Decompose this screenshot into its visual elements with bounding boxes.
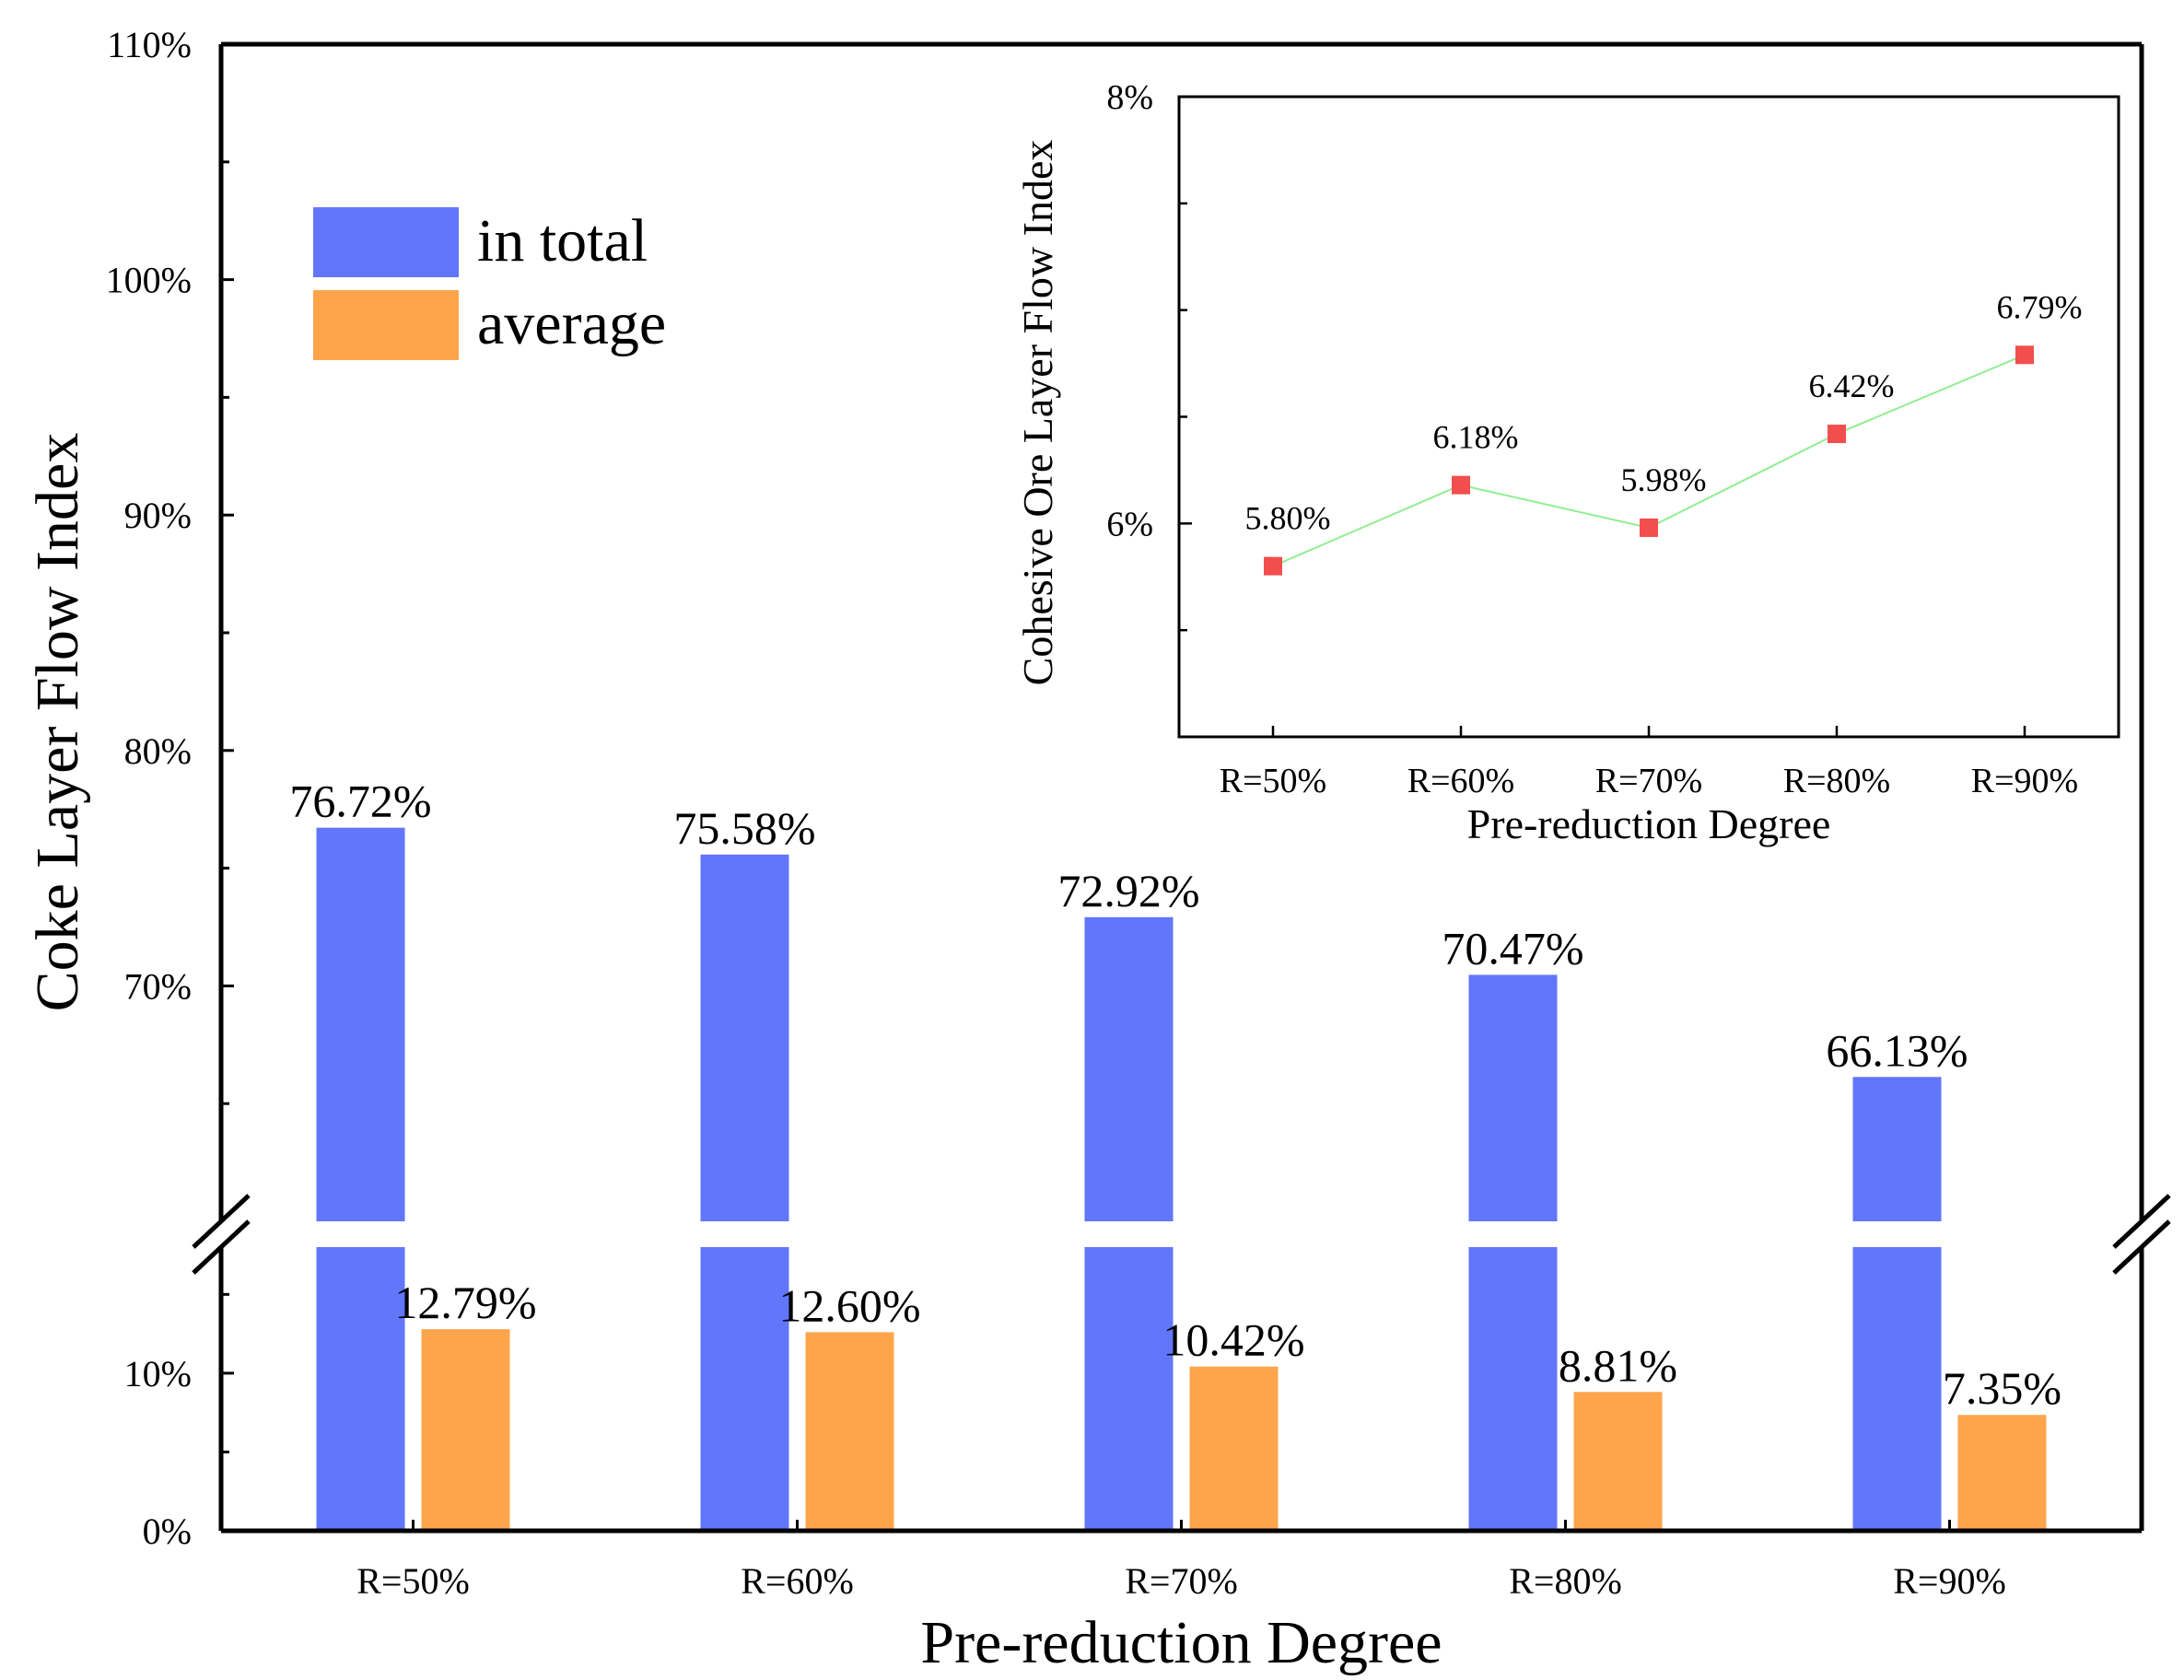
main-plot: 76.72% 12.79% R=50% 75.58% 12.60% R=60% 72.92%… bbox=[24, 24, 2171, 1676]
x-axis-title: Pre-reduction Degree bbox=[920, 1609, 1442, 1676]
x-tick-label: R=80% bbox=[1509, 1560, 1622, 1602]
total-bar-upper bbox=[700, 854, 789, 1221]
average-bar-label: 12.60% bbox=[778, 1279, 920, 1331]
y-tick-label: 80% bbox=[124, 730, 192, 772]
inset-x-tick-label: R=50% bbox=[1220, 762, 1326, 800]
y-tick-label: 110% bbox=[107, 24, 192, 65]
y-tick-label: 90% bbox=[124, 495, 192, 536]
inset-x-tick-label: R=70% bbox=[1595, 762, 1702, 800]
inset-data-point bbox=[1640, 518, 1658, 537]
inset-x-tick-label: R=60% bbox=[1407, 762, 1514, 800]
legend-label: in total bbox=[477, 207, 648, 274]
x-tick-label: R=60% bbox=[741, 1560, 854, 1602]
average-bar bbox=[421, 1329, 510, 1531]
total-bar-label: 75.58% bbox=[673, 802, 815, 854]
average-bar bbox=[1957, 1415, 2047, 1531]
average-bar bbox=[1573, 1392, 1663, 1531]
axis-break-mark bbox=[192, 1194, 251, 1249]
total-bar-label: 66.13% bbox=[1826, 1024, 1968, 1076]
inset-data-label: 6.79% bbox=[1997, 288, 2083, 325]
average-bar bbox=[805, 1332, 894, 1531]
total-bar-upper bbox=[1084, 916, 1174, 1221]
inset-y-axis-title: Cohesive Ore Layer Flow Index bbox=[1014, 140, 1061, 686]
average-bar-label: 12.79% bbox=[394, 1277, 536, 1328]
inset-plot: 6% 8% R=50% R=60% R=70% R=80% R=90% 5.80% 6.18% 5… bbox=[1014, 78, 2120, 847]
y-tick-label: 100% bbox=[106, 260, 192, 301]
y-tick-label: 0% bbox=[143, 1511, 192, 1552]
axis-break-mark bbox=[192, 1219, 251, 1275]
inset-data-point bbox=[1828, 425, 1846, 444]
inset-data-label: 5.98% bbox=[1621, 461, 1707, 498]
average-bar-label: 8.81% bbox=[1559, 1339, 1677, 1391]
total-bar-lower bbox=[1468, 1247, 1558, 1531]
y-tick-label: 70% bbox=[124, 965, 192, 1007]
total-bar-upper bbox=[1852, 1077, 1942, 1221]
total-bar-lower bbox=[1852, 1247, 1942, 1531]
total-bar-lower bbox=[316, 1247, 405, 1531]
inset-data-point bbox=[2015, 345, 2034, 365]
total-bar-label: 72.92% bbox=[1057, 865, 1199, 916]
x-tick-label: R=70% bbox=[1125, 1560, 1238, 1602]
inset-data-point bbox=[1452, 475, 1470, 495]
inset-data-point bbox=[1264, 556, 1282, 576]
legend-label: average bbox=[477, 290, 666, 357]
x-tick-label: R=50% bbox=[356, 1560, 470, 1602]
legend-swatch bbox=[313, 290, 459, 360]
average-bar-label: 7.35% bbox=[1943, 1362, 2061, 1414]
axis-break-mark bbox=[2112, 1219, 2171, 1275]
x-tick-label: R=90% bbox=[1893, 1560, 2006, 1602]
inset-y-tick-label: 6% bbox=[1106, 505, 1153, 543]
total-bar-upper bbox=[316, 827, 405, 1221]
average-bar bbox=[1189, 1366, 1279, 1531]
legend-swatch bbox=[313, 207, 459, 277]
y-tick-label: 10% bbox=[124, 1353, 192, 1394]
total-bar-lower bbox=[700, 1247, 789, 1531]
inset-data-label: 6.18% bbox=[1433, 419, 1519, 456]
y-axis-title: Coke Layer Flow Index bbox=[24, 433, 91, 1012]
axis-break-mark bbox=[2112, 1194, 2171, 1249]
total-bar-label: 76.72% bbox=[289, 776, 431, 827]
average-bar-label: 10.42% bbox=[1162, 1314, 1304, 1366]
total-bar-upper bbox=[1468, 974, 1558, 1221]
inset-frame bbox=[1177, 95, 2120, 739]
inset-y-tick-label: 8% bbox=[1106, 78, 1153, 117]
inset-data-label: 5.80% bbox=[1245, 500, 1331, 537]
inset-x-tick-label: R=90% bbox=[1971, 762, 2078, 800]
total-bar-lower bbox=[1084, 1247, 1174, 1531]
inset-x-axis-title: Pre-reduction Degree bbox=[1467, 800, 1831, 847]
inset-x-tick-label: R=80% bbox=[1783, 762, 1890, 800]
total-bar-label: 70.47% bbox=[1442, 922, 1583, 974]
inset-data-label: 6.42% bbox=[1809, 368, 1895, 404]
